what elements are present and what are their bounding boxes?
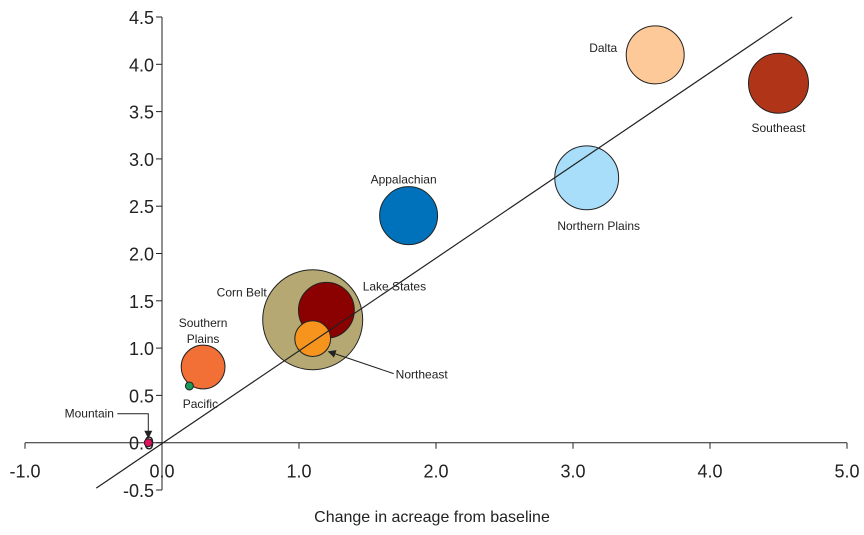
bubble-label: Corn Belt bbox=[217, 286, 268, 300]
x-tick-label: 4.0 bbox=[697, 462, 722, 482]
y-tick-label: 2.5 bbox=[129, 197, 154, 217]
bubble-label: Dalta bbox=[589, 41, 617, 55]
trend-line bbox=[95, 16, 793, 489]
y-tick-label: 3.0 bbox=[129, 150, 154, 170]
bubble-label: Lake States bbox=[363, 279, 426, 293]
bubble-label: Pacific bbox=[183, 397, 218, 411]
x-tick-label: 1.0 bbox=[286, 462, 311, 482]
bubble bbox=[748, 52, 809, 114]
y-tick-label: 0.5 bbox=[129, 386, 154, 406]
x-tick-label: 3.0 bbox=[560, 462, 585, 482]
bubble-label: Southeast bbox=[751, 121, 806, 135]
y-tick-label: 2.0 bbox=[129, 245, 154, 265]
x-tick-label: 5.0 bbox=[834, 462, 859, 482]
bubble bbox=[143, 438, 153, 448]
bubble-label: Southern Plains bbox=[178, 316, 228, 347]
bubble bbox=[184, 381, 194, 391]
y-tick-label: 4.5 bbox=[129, 8, 154, 28]
bubble bbox=[379, 186, 439, 246]
bubble-label: Appalachian bbox=[371, 173, 437, 187]
y-tick-label: 1.0 bbox=[129, 339, 154, 359]
x-tick-label: 2.0 bbox=[423, 462, 448, 482]
y-tick-label: 4.0 bbox=[129, 55, 154, 75]
label-arrow bbox=[117, 413, 153, 439]
y-tick-label: -0.5 bbox=[123, 481, 154, 501]
label-arrow bbox=[327, 350, 394, 375]
y-tick-label: 1.5 bbox=[129, 292, 154, 312]
bubble bbox=[180, 344, 226, 390]
bubble-label: Northeast bbox=[396, 368, 449, 382]
bubble-label: Mountain bbox=[65, 407, 114, 421]
bubble bbox=[625, 25, 685, 85]
bubble bbox=[294, 320, 332, 358]
x-tick-label: -1.0 bbox=[9, 462, 40, 482]
y-tick-label: 3.5 bbox=[129, 103, 154, 123]
x-tick-label: 0.0 bbox=[149, 462, 174, 482]
x-axis-label: Change in acreage from baseline bbox=[314, 509, 550, 526]
bubble-label: Northern Plains bbox=[557, 219, 640, 233]
